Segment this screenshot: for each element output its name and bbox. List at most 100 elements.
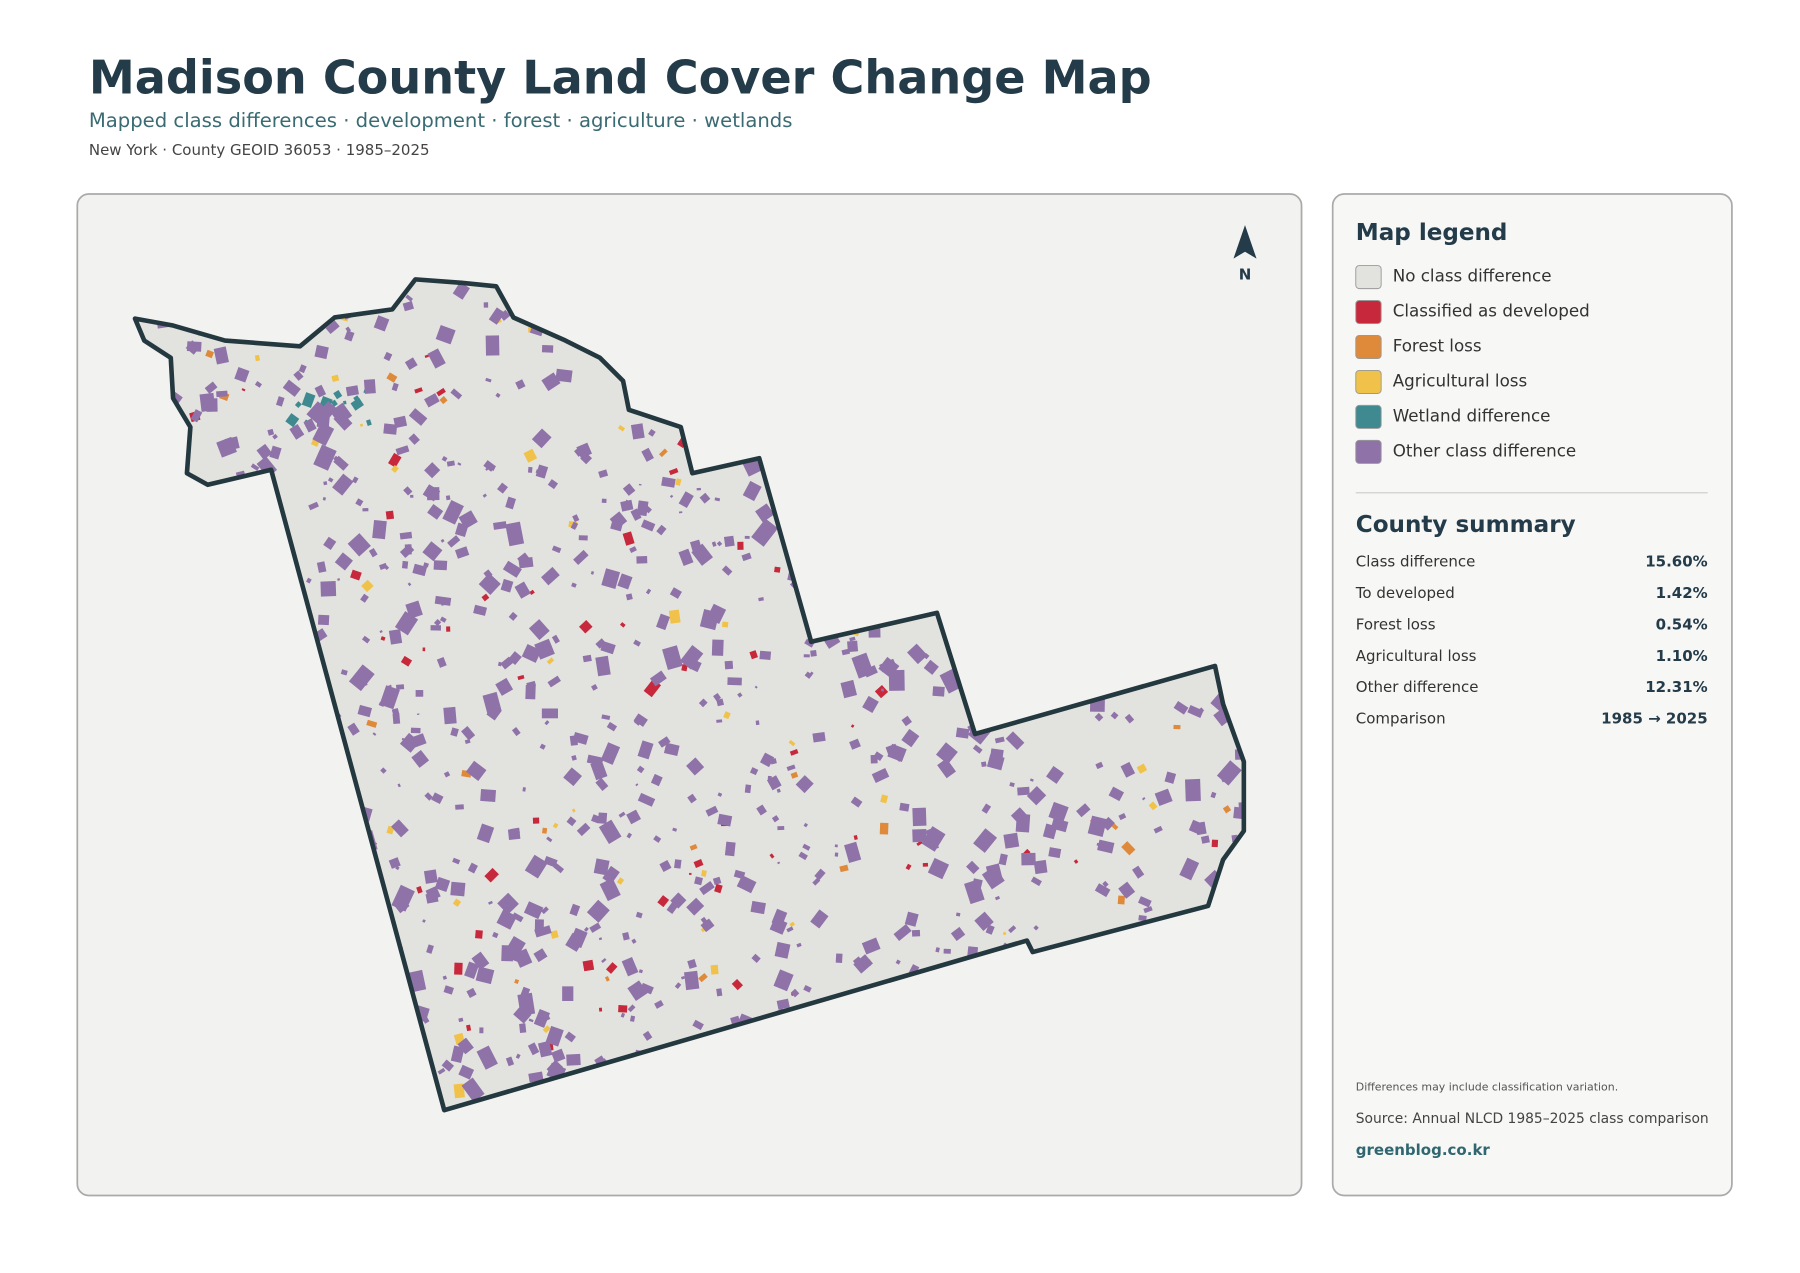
legend-label: No class difference — [1393, 266, 1552, 286]
change-patch — [386, 372, 398, 383]
change-patch — [421, 1015, 430, 1024]
change-patch — [254, 381, 262, 388]
north-arrow — [1233, 225, 1257, 259]
change-patch — [595, 638, 607, 649]
change-patch — [630, 423, 645, 440]
change-patch — [786, 764, 796, 772]
change-patch — [661, 476, 676, 488]
change-patch — [619, 622, 626, 628]
change-patch — [527, 1042, 540, 1056]
change-patch — [347, 533, 371, 557]
change-patch — [1097, 839, 1115, 854]
change-patch — [863, 665, 878, 678]
change-patch — [713, 692, 722, 702]
change-patch — [436, 657, 447, 668]
change-patch — [361, 579, 374, 593]
change-patch — [482, 493, 487, 498]
change-patch — [391, 465, 399, 473]
change-patch — [527, 466, 533, 473]
change-patch — [424, 462, 441, 479]
change-patch — [741, 552, 752, 562]
change-patch — [669, 494, 674, 498]
change-patch — [521, 956, 528, 964]
change-patch — [254, 354, 261, 362]
change-patch — [717, 813, 733, 827]
change-patch — [481, 593, 490, 602]
change-patch — [505, 496, 516, 510]
change-patch — [814, 868, 826, 881]
change-patch — [696, 487, 701, 491]
change-patch — [525, 684, 536, 700]
change-patch — [551, 634, 560, 644]
change-patch — [598, 1007, 603, 1012]
change-patch — [645, 588, 652, 595]
change-patch — [598, 469, 609, 479]
change-patch — [658, 448, 668, 458]
change-patch — [395, 445, 410, 456]
change-patch — [1211, 839, 1219, 848]
change-patch — [1154, 788, 1173, 807]
change-patch — [508, 611, 518, 621]
change-patch — [861, 937, 881, 955]
change-patch — [834, 844, 838, 848]
change-patch — [541, 827, 548, 834]
change-patch — [332, 473, 354, 496]
change-patch — [1108, 786, 1125, 802]
change-patch — [717, 792, 723, 797]
change-patch — [716, 698, 725, 707]
change-patch — [407, 582, 412, 587]
change-patch — [1005, 731, 1025, 751]
change-patch — [721, 621, 729, 628]
change-patch — [566, 816, 577, 827]
meta: New York · County GEOID 36053 · 1985–202… — [89, 141, 430, 159]
change-patch — [190, 409, 203, 423]
change-patch — [1121, 841, 1136, 856]
change-patch — [776, 788, 781, 793]
change-patch — [1102, 880, 1109, 888]
change-patch — [777, 825, 785, 831]
change-patch — [425, 885, 441, 902]
change-patch — [683, 970, 700, 991]
change-patch — [485, 335, 500, 356]
change-patch — [1017, 786, 1030, 796]
change-patch — [701, 869, 707, 877]
change-patch — [694, 876, 703, 886]
change-patch — [1222, 805, 1232, 814]
change-patch — [423, 562, 429, 568]
change-patch — [569, 903, 581, 917]
change-patch — [578, 535, 588, 541]
change-patch — [885, 743, 898, 755]
change-patch — [639, 982, 654, 995]
change-patch — [878, 656, 900, 678]
change-patch — [798, 851, 808, 861]
change-patch — [1030, 876, 1042, 887]
change-patch — [576, 822, 591, 837]
change-patch — [476, 823, 495, 844]
change-patch — [835, 953, 843, 964]
change-patch — [850, 796, 863, 808]
change-patch — [731, 978, 743, 991]
change-patch — [600, 641, 616, 655]
change-patch — [543, 855, 558, 868]
legend-swatch — [1355, 369, 1382, 394]
change-patch — [786, 926, 794, 933]
change-patch — [452, 857, 461, 865]
change-patch — [340, 669, 348, 676]
change-patch — [627, 980, 648, 1002]
change-patch — [1033, 925, 1039, 931]
change-patch — [1124, 713, 1135, 724]
change-patch — [440, 601, 447, 606]
change-patch — [723, 535, 735, 547]
change-patch — [922, 862, 929, 867]
summary-label: Comparison — [1356, 710, 1446, 728]
change-patch — [333, 389, 343, 400]
change-patch — [844, 841, 862, 863]
change-patch — [1216, 760, 1242, 786]
change-patch — [626, 809, 642, 825]
legend-list: No class difference Classified as develop… — [1355, 265, 1590, 464]
change-patch — [343, 400, 347, 405]
change-patch — [648, 429, 656, 437]
change-patch — [678, 511, 683, 514]
change-patch — [528, 1018, 534, 1023]
change-patch — [303, 418, 317, 433]
